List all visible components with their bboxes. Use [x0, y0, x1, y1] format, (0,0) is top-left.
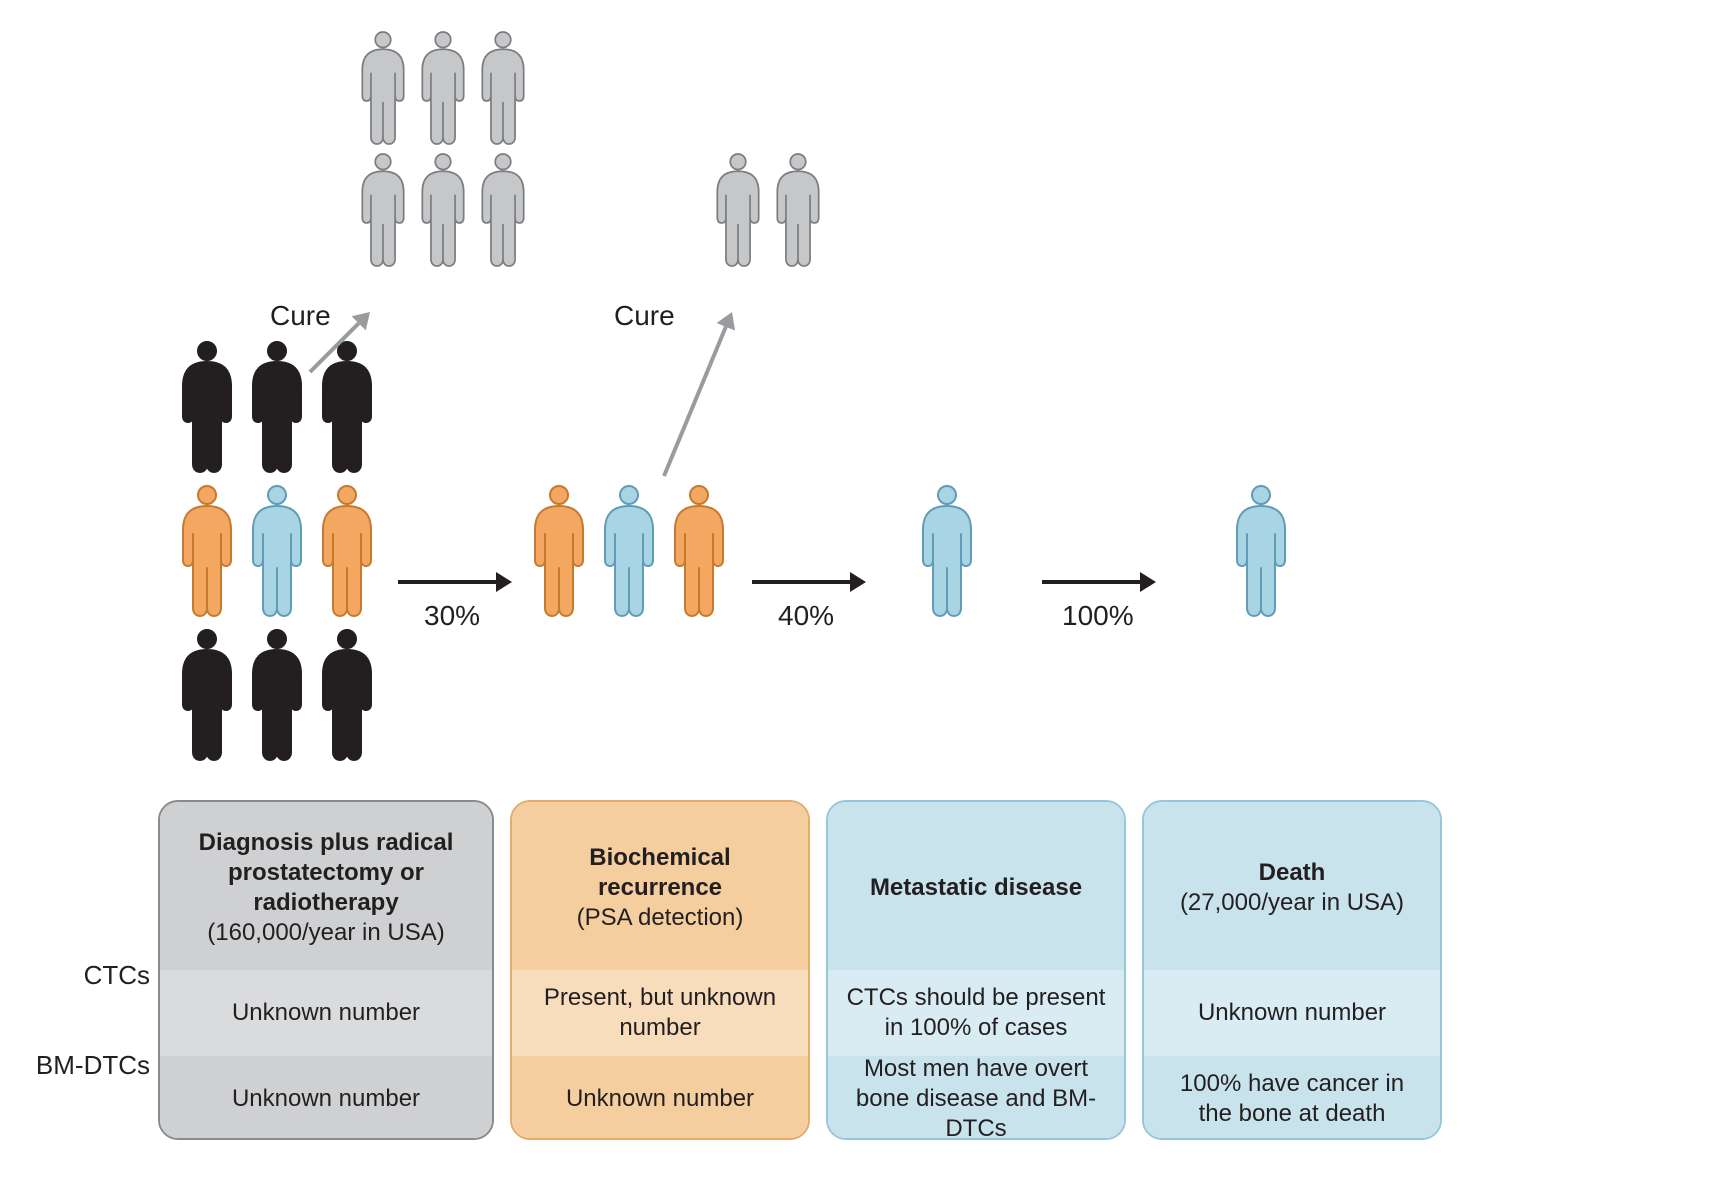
- card-row-ctcs: Unknown number: [1144, 970, 1440, 1056]
- person-icon: [418, 152, 468, 268]
- card-row-bmdtcs: Unknown number: [512, 1056, 808, 1140]
- person-icon: [600, 484, 658, 618]
- stage-card-metastatic: Metastatic disease CTCs should be present…: [826, 800, 1126, 1140]
- person-icon: [1232, 484, 1290, 618]
- flow-arrow: [1028, 568, 1170, 596]
- person-icon: [178, 484, 236, 618]
- card-row-ctcs: Unknown number: [160, 970, 492, 1056]
- label-pct-30: 30%: [424, 600, 480, 632]
- card-header: Biochemical recurrence(PSA detection): [512, 802, 808, 970]
- card-header: Diagnosis plus radical prostatectomy or …: [160, 802, 492, 970]
- stage-card-death: Death(27,000/year in USA)Unknown number1…: [1142, 800, 1442, 1140]
- person-icon: [478, 30, 528, 146]
- person-icon: [358, 30, 408, 146]
- card-subtitle: (160,000/year in USA): [178, 918, 474, 948]
- person-icon: [248, 628, 306, 762]
- person-icon: [318, 628, 376, 762]
- card-row-ctcs: Present, but unknown number: [512, 970, 808, 1056]
- label-pct-40: 40%: [778, 600, 834, 632]
- card-title: Biochemical recurrence: [530, 843, 790, 903]
- person-icon: [918, 484, 976, 618]
- person-icon: [178, 628, 236, 762]
- person-icon: [773, 152, 823, 268]
- person-icon: [248, 484, 306, 618]
- card-row-bmdtcs: 100% have cancer in the bone at death: [1144, 1056, 1440, 1140]
- card-row-ctcs: CTCs should be present in 100% of cases: [828, 970, 1124, 1056]
- person-icon: [418, 30, 468, 146]
- card-header: Death(27,000/year in USA): [1144, 802, 1440, 970]
- card-title: Metastatic disease: [846, 873, 1106, 903]
- label-pct-100: 100%: [1062, 600, 1134, 632]
- card-title: Diagnosis plus radical prostatectomy or …: [178, 828, 474, 918]
- person-icon: [358, 152, 408, 268]
- card-row-bmdtcs: Unknown number: [160, 1056, 492, 1140]
- person-icon: [478, 152, 528, 268]
- diagram-canvas: Cure Cure 30% 40% 100% CTCs BM-DTCs: [0, 0, 1724, 1181]
- card-row-bmdtcs: Most men have overt bone disease and BM-…: [828, 1056, 1124, 1140]
- person-icon: [318, 484, 376, 618]
- stage-card-biochemical: Biochemical recurrence(PSA detection)Pre…: [510, 800, 810, 1140]
- flow-arrow: [296, 298, 384, 386]
- row-label-bmdtcs: BM-DTCs: [10, 1050, 150, 1081]
- person-icon: [713, 152, 763, 268]
- card-subtitle: (27,000/year in USA): [1162, 888, 1422, 918]
- person-icon: [670, 484, 728, 618]
- flow-arrow: [650, 298, 746, 490]
- card-header: Metastatic disease: [828, 802, 1124, 970]
- flow-arrow: [384, 568, 526, 596]
- person-icon: [530, 484, 588, 618]
- row-label-ctcs: CTCs: [10, 960, 150, 991]
- flow-arrow: [738, 568, 880, 596]
- card-subtitle: (PSA detection): [530, 903, 790, 933]
- card-title: Death: [1162, 858, 1422, 888]
- stage-card-diagnosis: Diagnosis plus radical prostatectomy or …: [158, 800, 494, 1140]
- person-icon: [178, 340, 236, 474]
